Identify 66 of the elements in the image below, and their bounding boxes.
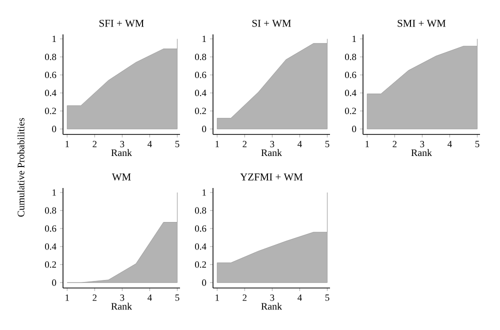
chart-title: SFI + WM [99, 20, 144, 27]
y-tick-label: 0.8 [195, 54, 206, 60]
x-tick-label: 2 [242, 140, 247, 148]
x-tick-label: 4 [298, 140, 302, 148]
x-tick-label: 1 [216, 294, 219, 301]
chart-title: WM [112, 174, 131, 180]
y-tick-label: 0 [52, 279, 56, 286]
y-tick-label: 0.4 [45, 243, 56, 250]
x-tick-label: 5 [325, 140, 330, 148]
x-axis-title: Rank [111, 302, 132, 310]
y-tick-label: 1 [52, 189, 56, 196]
y-tick-label: 0 [202, 126, 206, 132]
y-tick-label: 0.6 [345, 72, 356, 78]
x-tick-label: 1 [366, 140, 369, 148]
x-tick-label: 4 [448, 140, 452, 148]
chart-title: YZFMI + WM [240, 174, 303, 180]
y-tick-label: 1 [202, 36, 206, 42]
x-tick-label: 3 [120, 294, 124, 301]
x-axis-title: Rank [261, 149, 282, 156]
x-tick-label: 5 [175, 294, 180, 301]
y-tick-label: 0.8 [195, 207, 206, 214]
y-tick-label: 0 [52, 126, 56, 132]
x-axis-title: Rank [411, 149, 432, 156]
chart-title: SI + WM [252, 20, 291, 27]
y-tick-label: 0.8 [45, 207, 56, 214]
x-tick-label: 4 [148, 294, 152, 301]
y-tick-label: 0.8 [345, 54, 356, 60]
y-axis-title: Cumulative Probabilities [17, 118, 24, 217]
chart-title: SMI + WM [398, 20, 446, 27]
x-tick-label: 2 [392, 140, 397, 148]
x-tick-label: 2 [92, 294, 97, 301]
x-tick-label: 3 [120, 140, 124, 148]
x-tick-label: 3 [270, 294, 274, 301]
y-tick-label: 1 [52, 36, 56, 42]
y-tick-label: 0.4 [195, 90, 206, 96]
y-tick-label: 0.2 [195, 261, 206, 268]
y-tick-label: 0.6 [195, 72, 206, 78]
x-tick-label: 5 [325, 294, 330, 301]
x-tick-label: 1 [66, 140, 69, 148]
x-tick-label: 5 [175, 140, 180, 148]
y-tick-label: 0.2 [45, 108, 56, 114]
y-tick-label: 0.6 [195, 225, 206, 232]
y-tick-label: 0.4 [45, 90, 56, 96]
x-tick-label: 3 [420, 140, 424, 148]
x-tick-label: 5 [475, 140, 480, 148]
y-tick-label: 0.6 [45, 225, 56, 232]
x-tick-label: 1 [66, 294, 69, 301]
y-tick-label: 1 [202, 189, 206, 196]
x-axis-title: Rank [261, 302, 282, 310]
y-tick-label: 0 [352, 126, 356, 132]
x-tick-label: 2 [242, 294, 247, 301]
y-tick-label: 0.2 [45, 261, 56, 268]
x-tick-label: 1 [216, 140, 219, 148]
y-tick-label: 0.4 [345, 90, 356, 96]
y-tick-label: 0.8 [45, 54, 56, 60]
y-tick-label: 0.4 [195, 243, 206, 250]
y-tick-label: 0.2 [195, 108, 206, 114]
x-axis-title: Rank [111, 149, 132, 156]
x-tick-label: 4 [148, 140, 152, 148]
y-tick-label: 0 [202, 279, 206, 286]
y-tick-label: 0.6 [45, 72, 56, 78]
y-tick-label: 1 [352, 36, 356, 42]
x-tick-label: 2 [92, 140, 97, 148]
x-tick-label: 4 [298, 294, 302, 301]
x-tick-label: 3 [270, 140, 274, 148]
y-tick-label: 0.2 [345, 108, 356, 114]
